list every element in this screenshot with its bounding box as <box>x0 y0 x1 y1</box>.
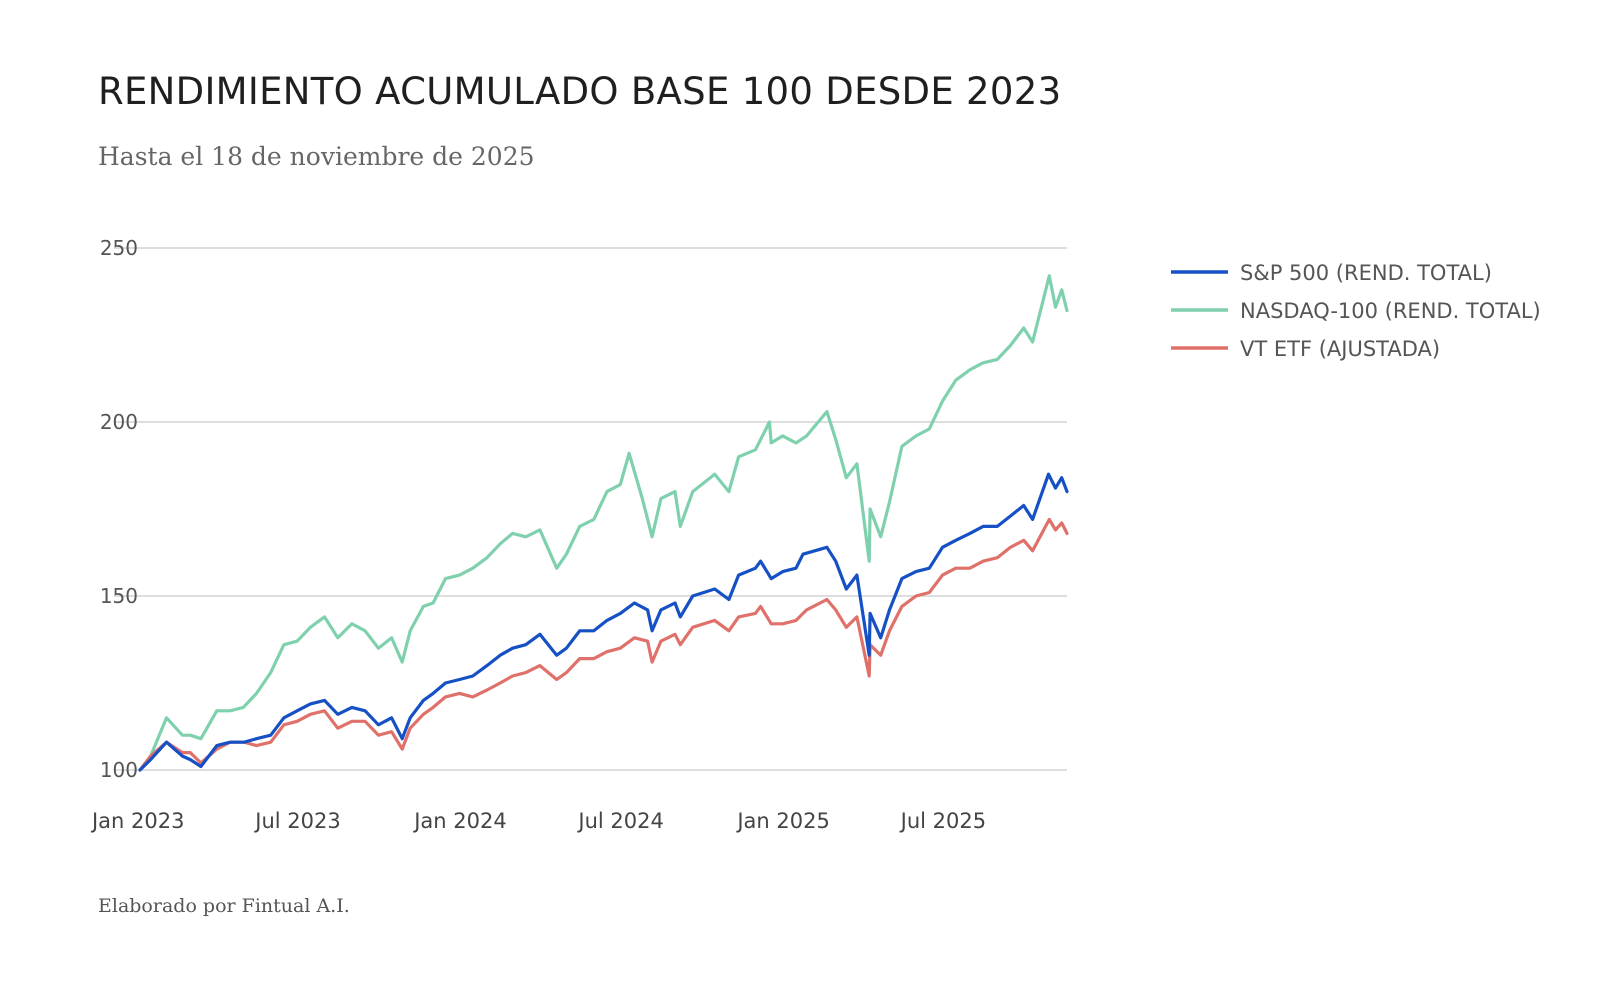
x-tick-label: Jul 2025 <box>899 809 986 833</box>
x-tick-label: Jul 2024 <box>576 809 663 833</box>
y-tick-label: 200 <box>100 410 138 434</box>
y-tick-label: 150 <box>100 584 138 608</box>
series-line-0 <box>138 472 1069 772</box>
grid-lines <box>114 247 1067 771</box>
x-tick-label: Jan 2024 <box>412 809 507 833</box>
legend-label-1: NASDAQ-100 (REND. TOTAL) <box>1240 299 1541 323</box>
x-tick-label: Jan 2025 <box>735 809 830 833</box>
chart-title: RENDIMIENTO ACUMULADO BASE 100 DESDE 202… <box>98 70 1062 113</box>
x-tick-label: Jul 2023 <box>253 809 340 833</box>
y-tick-label: 100 <box>100 758 138 782</box>
chart-subtitle: Hasta el 18 de noviembre de 2025 <box>98 142 535 171</box>
source-note: Elaborado por Fintual A.I. <box>98 895 350 917</box>
y-axis-ticks: 100 150 200 250 <box>100 236 138 782</box>
series-line-1 <box>138 274 1069 772</box>
legend-label-0: S&P 500 (REND. TOTAL) <box>1240 261 1492 285</box>
legend-label-2: VT ETF (AJUSTADA) <box>1240 337 1440 361</box>
y-tick-label: 250 <box>100 236 138 260</box>
legend: S&P 500 (REND. TOTAL) NASDAQ-100 (REND. T… <box>1171 261 1541 361</box>
series-line-2 <box>138 517 1069 772</box>
x-tick-label: Jan 2023 <box>90 809 185 833</box>
x-axis-ticks: Jan 2023 Jul 2023 Jan 2024 Jul 2024 Jan 2025… <box>90 809 986 833</box>
series-lines <box>138 274 1069 772</box>
